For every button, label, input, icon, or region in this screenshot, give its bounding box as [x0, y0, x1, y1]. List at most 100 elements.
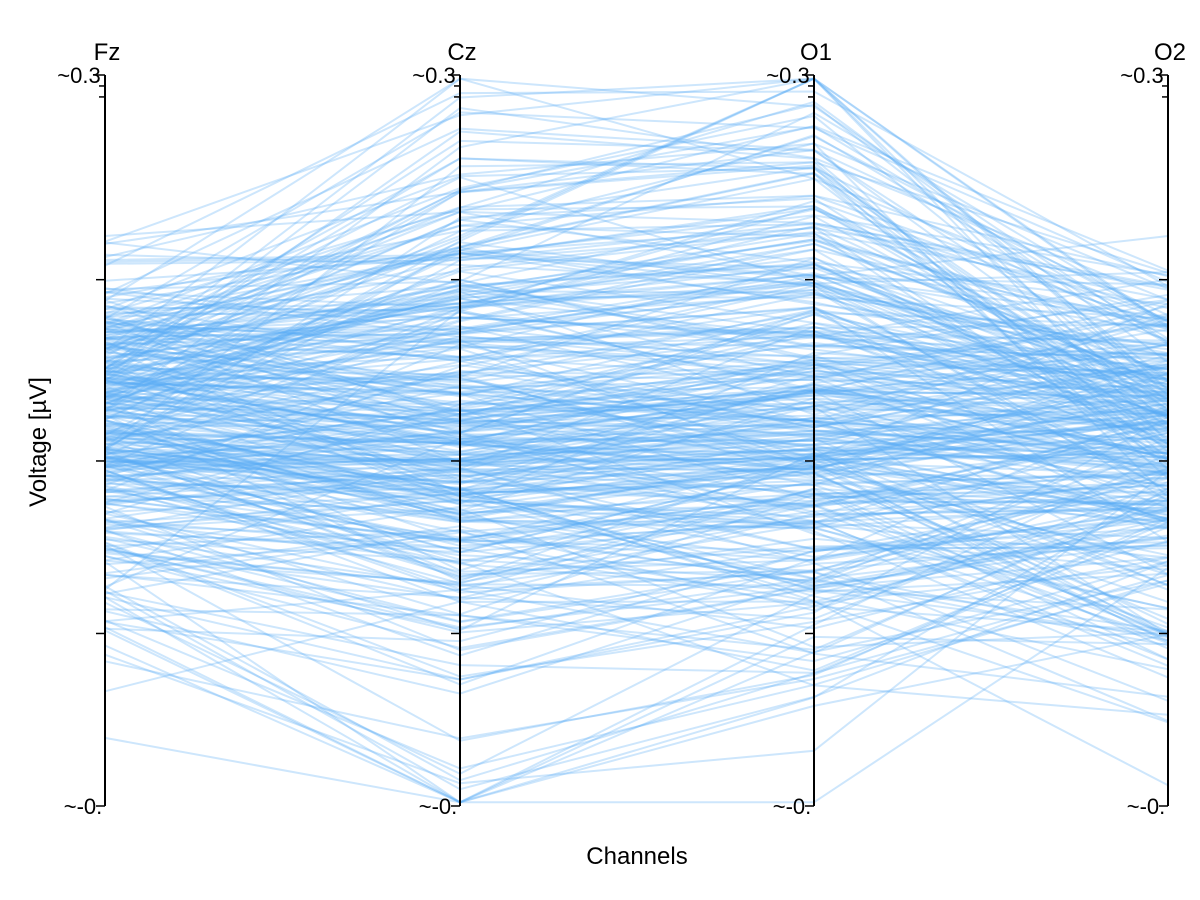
trace-line: [104, 444, 1169, 495]
trace-line: [104, 307, 1169, 448]
channel-name: Fz: [94, 39, 121, 66]
trace-line: [104, 473, 1169, 562]
trace-line: [104, 379, 1169, 478]
trace-line: [104, 415, 1169, 459]
trace-line: [104, 370, 1169, 451]
trace-line: [104, 508, 1169, 600]
trace-line: [104, 127, 1169, 317]
trace-line: [104, 485, 1169, 635]
trace-line: [104, 285, 1169, 439]
trace-line: [104, 432, 1169, 579]
axis-cz: Cz~0.3 ~-0.: [412, 39, 476, 819]
trace-line: [104, 451, 1169, 515]
trace-line: [104, 560, 1169, 791]
trace-line: [104, 404, 1169, 573]
trace-line: [104, 452, 1169, 804]
trace-line: [104, 414, 1169, 443]
trace-line: [104, 383, 1169, 459]
trace-line: [104, 206, 1169, 413]
trace-line: [104, 397, 1169, 478]
trace-line: [104, 77, 1169, 329]
trace-line: [104, 432, 1169, 679]
trace-line: [104, 243, 1169, 375]
channel-axes: Fz~0.3~-0.Cz~0.3~-0.O1~0.3~-0.O2~0.3~-0.: [57, 39, 1186, 819]
trace-line: [104, 90, 1169, 287]
trace-line: [104, 465, 1169, 610]
trace-line: [104, 473, 1169, 524]
trace-line: [104, 373, 1169, 509]
trace-line: [104, 389, 1169, 412]
trace-line: [104, 321, 1169, 464]
trace-line: [104, 490, 1169, 671]
trace-line: [104, 431, 1169, 516]
trace-line: [104, 313, 1169, 424]
trace-line: [104, 338, 1169, 468]
trace-line: [104, 337, 1169, 429]
trace-line: [104, 493, 1169, 562]
trace-line: [104, 275, 1169, 334]
trace-line: [104, 521, 1169, 693]
trace-line: [104, 410, 1169, 456]
trace-line: [104, 208, 1169, 326]
trace-line: [104, 290, 1169, 416]
trace-line: [104, 498, 1169, 724]
trace-line: [104, 370, 1169, 415]
axis-o2: O2~0.3 ~-0.: [1120, 39, 1186, 819]
trace-line: [104, 459, 1169, 667]
trace-line: [104, 397, 1169, 499]
trace-line: [104, 629, 1169, 804]
trace-line: [104, 306, 1169, 456]
trace-line: [104, 369, 1169, 478]
trace-line: [104, 316, 1169, 342]
trace-line: [104, 409, 1169, 644]
trace-line: [104, 324, 1169, 434]
tick-label-max: ~0.3: [412, 63, 455, 88]
trace-line: [104, 554, 1169, 650]
trace-line: [104, 354, 1169, 484]
trace-line: [104, 288, 1169, 360]
trace-line: [104, 487, 1169, 592]
trace-line: [104, 142, 1169, 290]
trace-line: [104, 460, 1169, 539]
trace-line: [104, 437, 1169, 580]
trace-line: [104, 313, 1169, 434]
trace-line: [104, 100, 1169, 364]
trace-line: [104, 222, 1169, 287]
trace-line: [104, 541, 1169, 678]
trace-line: [104, 480, 1169, 557]
trace-line: [104, 391, 1169, 636]
trace-line: [104, 103, 1169, 382]
trace-line: [104, 451, 1169, 632]
trace-line: [104, 363, 1169, 441]
trace-line: [104, 315, 1169, 385]
trace-line: [104, 518, 1169, 602]
trace-line: [104, 262, 1169, 389]
tick-label-min: ~-0.: [773, 794, 812, 819]
trace-line: [104, 409, 1169, 461]
trace-line: [104, 560, 1169, 804]
trace-line: [104, 540, 1169, 630]
trace-line: [104, 341, 1169, 396]
trace-line: [104, 390, 1169, 463]
trace-line: [104, 433, 1169, 522]
trace-line: [104, 281, 1169, 443]
trace-line: [104, 161, 1169, 274]
trace-lines: [104, 77, 1169, 804]
trace-line: [104, 346, 1169, 633]
trace-line: [104, 157, 1169, 410]
trace-line: [104, 343, 1169, 384]
trace-line: [104, 264, 1169, 410]
trace-line: [104, 293, 1169, 347]
trace-line: [104, 509, 1169, 686]
trace-line: [104, 134, 1169, 345]
trace-line: [104, 394, 1169, 467]
trace-line: [104, 374, 1169, 472]
trace-line: [104, 359, 1169, 486]
trace-line: [104, 473, 1169, 551]
trace-line: [104, 273, 1169, 416]
trace-line: [104, 526, 1169, 674]
trace-line: [104, 210, 1169, 356]
trace-line: [104, 427, 1169, 514]
trace-line: [104, 323, 1169, 344]
trace-line: [104, 341, 1169, 398]
